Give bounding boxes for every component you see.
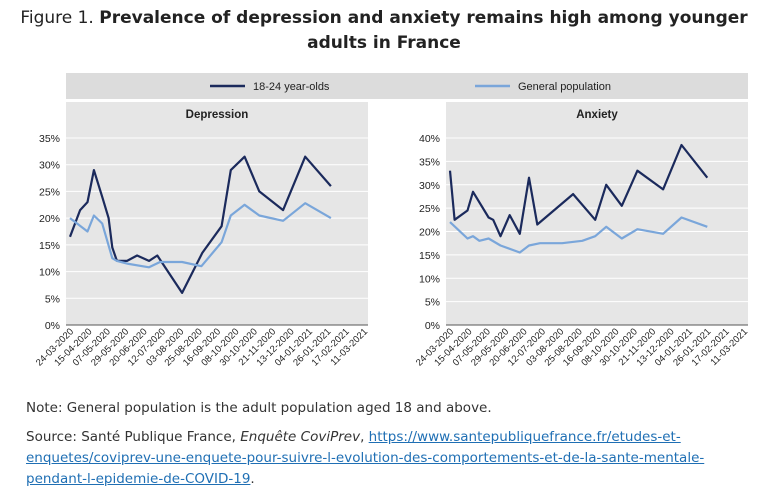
panel-title-anxiety: Anxiety — [576, 109, 618, 121]
note: Note: General population is the adult po… — [26, 400, 492, 416]
legend-box — [66, 73, 748, 99]
source-suffix: . — [250, 471, 255, 487]
legend-label-general: General population — [518, 81, 611, 93]
y-tick-label-depression: 15% — [39, 240, 60, 252]
y-tick-label-depression: 20% — [39, 213, 60, 225]
series-young-depression — [68, 155, 332, 294]
y-tick-label-anxiety: 0% — [425, 320, 440, 332]
series-general-anxiety — [449, 216, 708, 254]
y-tick-label-anxiety: 25% — [419, 203, 440, 215]
panel-bg-depression — [66, 102, 368, 325]
y-tick-label-anxiety: 20% — [419, 227, 440, 239]
y-tick-label-depression: 25% — [39, 186, 60, 198]
y-tick-label-anxiety: 10% — [419, 273, 440, 285]
y-tick-label-depression: 0% — [45, 320, 60, 332]
y-tick-label-depression: 10% — [39, 267, 60, 279]
figure-title-prefix: Figure 1. — [20, 8, 100, 28]
y-tick-label-depression: 5% — [45, 293, 60, 305]
source-link-part-1[interactable]: https://www.santepubliquefrance.fr/etude… — [368, 429, 681, 445]
y-tick-label-anxiety: 40% — [419, 133, 440, 145]
source-link-part-3[interactable]: pendant-l-epidemie-de-COVID-19 — [26, 471, 251, 487]
source-survey: Enquête CoviPrev — [240, 429, 361, 445]
series-young-anxiety — [448, 143, 709, 238]
source-prefix: Source: Santé Publique France, — [26, 429, 241, 445]
legend-label-young: 18-24 year-olds — [253, 81, 330, 93]
y-tick-label-anxiety: 5% — [425, 297, 440, 309]
source-link-part-2[interactable]: enquetes/coviprev-une-enquete-pour-suivr… — [26, 450, 705, 466]
y-tick-label-anxiety: 30% — [419, 180, 440, 192]
source-sep: , — [360, 429, 369, 445]
source: Source: Santé Publique France, Enquête C… — [26, 427, 746, 490]
figure-title-text: Prevalence of depression and anxiety rem… — [99, 8, 748, 53]
y-tick-label-anxiety: 35% — [419, 156, 440, 168]
figure-title: Figure 1. Prevalence of depression and a… — [20, 6, 748, 56]
y-tick-label-depression: 35% — [39, 133, 60, 145]
y-tick-label-anxiety: 15% — [419, 250, 440, 262]
y-tick-label-depression: 30% — [39, 160, 60, 172]
series-general-depression — [69, 202, 332, 269]
chart-svg: 18-24 year-olds General population Depress… — [34, 73, 750, 368]
panel-title-depression: Depression — [186, 109, 249, 121]
chart-area: 18-24 year-olds General population Depress… — [0, 70, 768, 400]
